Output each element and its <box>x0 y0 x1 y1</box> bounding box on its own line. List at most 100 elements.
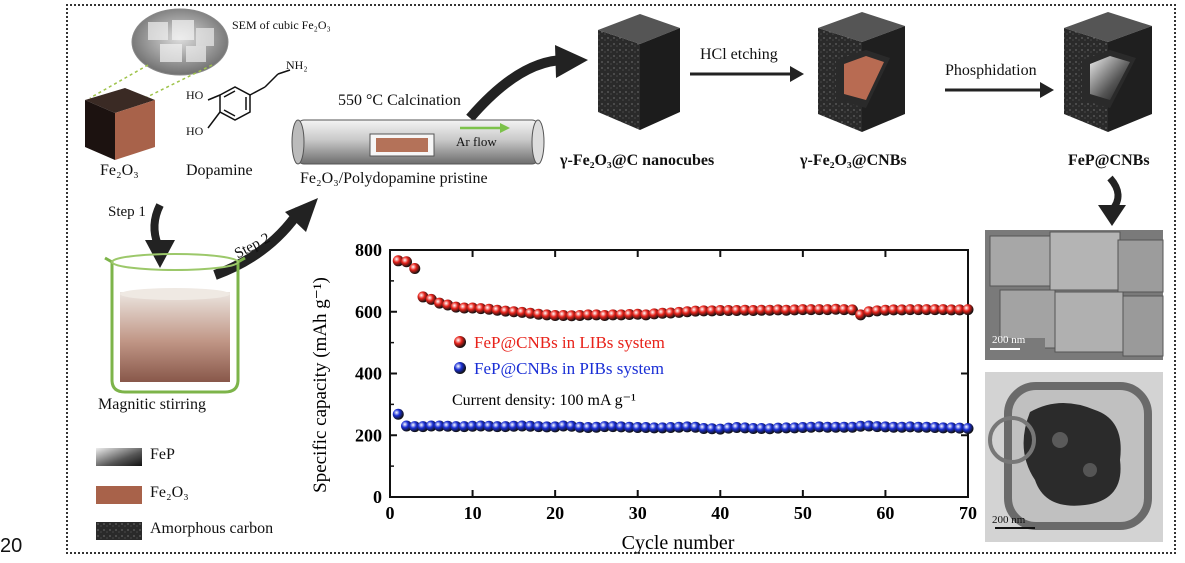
data-point <box>756 304 768 316</box>
tem-scale-bar-label: 200 nm <box>992 514 1026 526</box>
data-point <box>822 421 834 433</box>
data-point <box>945 304 957 316</box>
data-point <box>764 304 776 316</box>
data-point <box>392 255 404 267</box>
data-point <box>409 263 421 275</box>
legend-swatches <box>96 448 142 540</box>
data-point <box>731 305 743 317</box>
data-point <box>888 304 900 316</box>
data-point <box>681 421 693 433</box>
data-point <box>846 304 858 316</box>
data-point <box>665 422 677 434</box>
data-point <box>912 421 924 433</box>
data-point <box>921 304 933 316</box>
step2-arrow <box>213 198 318 280</box>
legend-series-label: FeP@CNBs in PIBs system <box>474 359 664 378</box>
sem-inset-image <box>131 8 229 76</box>
fe2o3-swatch <box>96 486 142 504</box>
legend-marker <box>454 336 466 348</box>
data-point <box>417 421 429 433</box>
data-point <box>772 304 784 316</box>
calcination-arrow <box>466 45 588 122</box>
data-point <box>797 422 809 434</box>
data-point <box>731 422 743 434</box>
data-point <box>656 422 668 434</box>
data-point <box>623 421 635 433</box>
hollow-fe2o3-cube <box>818 12 905 132</box>
data-point <box>871 305 883 317</box>
data-point <box>450 421 462 433</box>
data-point <box>475 420 487 432</box>
data-point <box>739 304 751 316</box>
data-point <box>599 309 611 321</box>
data-point <box>954 304 966 316</box>
data-point <box>516 420 528 432</box>
hcl-arrow <box>690 66 804 82</box>
data-point <box>632 308 644 320</box>
data-point <box>714 305 726 317</box>
data-point <box>665 307 677 319</box>
data-point <box>838 421 850 433</box>
data-point <box>772 422 784 434</box>
chart-legend: FeP@CNBs in LIBs system FeP@CNBs in PIBs … <box>454 333 665 378</box>
hcl-label: HCl etching <box>700 46 778 63</box>
data-point <box>508 306 520 318</box>
x-axis-label: Cycle number <box>622 532 735 554</box>
phosphidation-label: Phosphidation <box>945 62 1037 79</box>
data-point <box>896 421 908 433</box>
data-point <box>681 306 693 318</box>
fep-cnbs-label: FeP@CNBs <box>1068 152 1150 169</box>
data-point <box>797 304 809 316</box>
down-arrow-to-images <box>1098 175 1126 226</box>
data-point <box>962 304 974 316</box>
data-point <box>483 303 495 315</box>
data-point <box>863 306 875 318</box>
data-point <box>706 423 718 435</box>
data-point <box>780 422 792 434</box>
data-point <box>549 421 561 433</box>
data-point <box>392 408 404 420</box>
data-point <box>533 421 545 433</box>
data-point <box>937 422 949 434</box>
ho-top-label: HO <box>186 88 204 102</box>
data-point <box>574 421 586 433</box>
data-point <box>607 309 619 321</box>
x-tick-label: 40 <box>711 503 729 523</box>
data-point <box>491 421 503 433</box>
data-point <box>409 421 421 433</box>
data-point <box>557 309 569 321</box>
x-tick-label: 70 <box>959 503 977 523</box>
data-point <box>698 422 710 434</box>
data-point <box>789 422 801 434</box>
data-point <box>417 291 429 303</box>
data-point <box>838 304 850 316</box>
x-tick-label: 60 <box>876 503 894 523</box>
beaker <box>104 253 246 394</box>
calcination-label: 550 °C Calcination <box>338 92 461 109</box>
data-point <box>830 421 842 433</box>
data-point <box>582 422 594 434</box>
data-point <box>879 304 891 316</box>
x-tick-label: 20 <box>546 503 564 523</box>
data-point <box>590 421 602 433</box>
figure-frame <box>66 4 1176 554</box>
data-point <box>648 308 660 320</box>
data-point <box>673 306 685 318</box>
data-point <box>813 421 825 433</box>
data-point <box>566 420 578 432</box>
data-point <box>401 256 413 268</box>
cnbs-label: γ-Fe₂O₃@CNBs <box>800 152 907 169</box>
data-point <box>458 421 470 433</box>
fep-hollow-cube <box>1064 12 1152 132</box>
data-point <box>739 422 751 434</box>
sem-scale-bar-label: 200 nm <box>992 334 1026 346</box>
data-point <box>615 309 627 321</box>
carbon-nanocube <box>598 14 680 130</box>
data-point <box>467 302 479 314</box>
data-point <box>607 421 619 433</box>
step1-arrow <box>145 203 175 268</box>
data-point <box>434 420 446 432</box>
legend-fep-label: FeP <box>150 446 175 463</box>
data-point <box>533 308 545 320</box>
data-point <box>780 304 792 316</box>
